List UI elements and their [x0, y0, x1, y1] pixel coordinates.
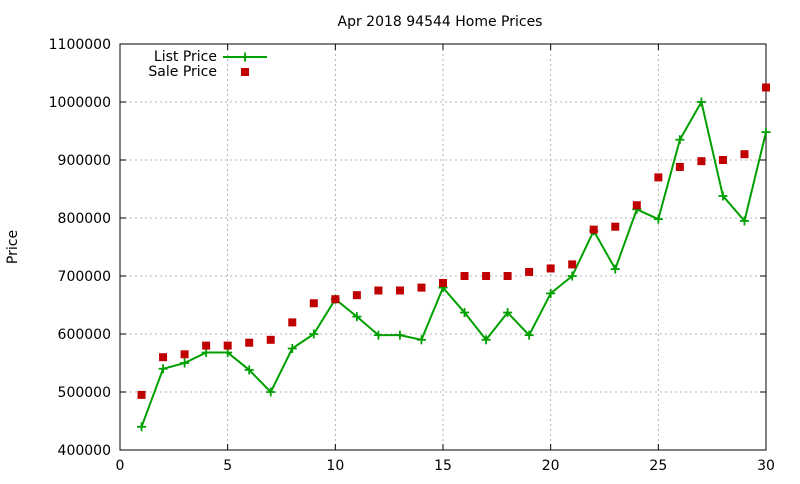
- sale-price-point: [762, 83, 770, 92]
- sale-price-point: [266, 335, 275, 344]
- y-tick-label: 1000000: [49, 95, 111, 111]
- list-price-point: [567, 271, 577, 281]
- list-price-point: [266, 387, 276, 397]
- legend-label-list-price: List Price: [154, 49, 217, 65]
- sale-price-point: [331, 295, 340, 304]
- sale-price-point: [697, 157, 706, 166]
- list-price-point: [395, 330, 405, 340]
- sale-price-point: [611, 222, 620, 231]
- y-tick-label: 1100000: [49, 37, 111, 53]
- list-price-point: [739, 216, 749, 226]
- axis-ticks: 400000 500000 600000 700000 800000 900000 1000…: [49, 37, 775, 474]
- list-price-point: [416, 335, 426, 345]
- chart-title: Apr 2018 94544 Home Prices: [338, 14, 543, 30]
- list-price-point: [761, 127, 771, 137]
- series-list-price: [137, 97, 771, 432]
- list-price-point: [287, 344, 297, 353]
- x-tick-label: 15: [434, 458, 452, 474]
- sale-price-point: [740, 150, 749, 159]
- legend-marker-sale-price: [241, 68, 249, 76]
- list-price-point: [244, 365, 254, 375]
- x-tick-label: 5: [223, 458, 232, 474]
- series-sale-price: [137, 83, 770, 399]
- sale-price-point: [395, 286, 404, 295]
- list-price-point: [352, 312, 362, 322]
- list-price-line: [140, 101, 767, 428]
- sale-price-point: [460, 272, 469, 280]
- sale-price-point: [675, 162, 684, 171]
- list-price-point: [546, 288, 556, 298]
- list-price-point: [610, 264, 620, 274]
- sale-price-point: [718, 156, 727, 164]
- x-tick-label: 0: [116, 458, 125, 474]
- list-price-point: [503, 308, 513, 318]
- sale-price-point: [439, 278, 447, 287]
- y-tick-label: 400000: [58, 443, 111, 459]
- sale-price-point: [245, 338, 254, 347]
- sale-price-point: [568, 260, 577, 269]
- y-tick-label: 600000: [58, 327, 111, 343]
- list-price-point: [180, 358, 190, 368]
- list-price-point: [137, 422, 147, 432]
- sale-price-point: [482, 272, 491, 280]
- sale-price-point: [589, 225, 598, 234]
- list-price-point: [309, 329, 319, 339]
- sale-price-point: [137, 390, 146, 399]
- y-axis-label: Price: [5, 230, 21, 264]
- sale-price-point: [546, 264, 555, 273]
- list-price-point: [675, 135, 685, 145]
- x-tick-label: 25: [649, 458, 667, 474]
- list-price-point: [653, 214, 663, 224]
- list-price-point: [718, 191, 728, 201]
- sale-price-point: [159, 353, 168, 362]
- sale-price-point: [503, 272, 512, 280]
- sale-price-point: [309, 299, 318, 308]
- list-price-point: [158, 364, 168, 374]
- sale-price-point: [654, 173, 663, 182]
- legend-label-sale-price: Sale Price: [148, 64, 217, 80]
- list-price-point: [524, 330, 534, 340]
- sale-price-point: [417, 283, 426, 292]
- sale-price-point: [202, 341, 211, 350]
- sale-price-point: [632, 201, 641, 210]
- series-layer: [137, 83, 771, 432]
- list-price-point: [373, 330, 383, 340]
- list-price-point: [481, 335, 491, 345]
- y-tick-label: 700000: [58, 269, 111, 285]
- sale-price-point: [525, 267, 534, 276]
- grid: [120, 44, 766, 450]
- legend-marker-list-price: [240, 52, 250, 62]
- list-price-point: [696, 97, 706, 107]
- sale-price-point: [374, 286, 383, 295]
- x-tick-label: 10: [326, 458, 344, 474]
- list-price-point: [460, 308, 470, 318]
- x-tick-label: 30: [757, 458, 775, 474]
- y-tick-label: 900000: [58, 153, 111, 169]
- sale-price-point: [223, 341, 232, 350]
- sale-price-point: [180, 350, 189, 359]
- y-tick-label: 500000: [58, 385, 111, 401]
- sale-price-point: [288, 318, 297, 327]
- sale-price-point: [352, 291, 361, 300]
- x-tick-label: 20: [542, 458, 560, 474]
- y-tick-label: 800000: [58, 211, 111, 227]
